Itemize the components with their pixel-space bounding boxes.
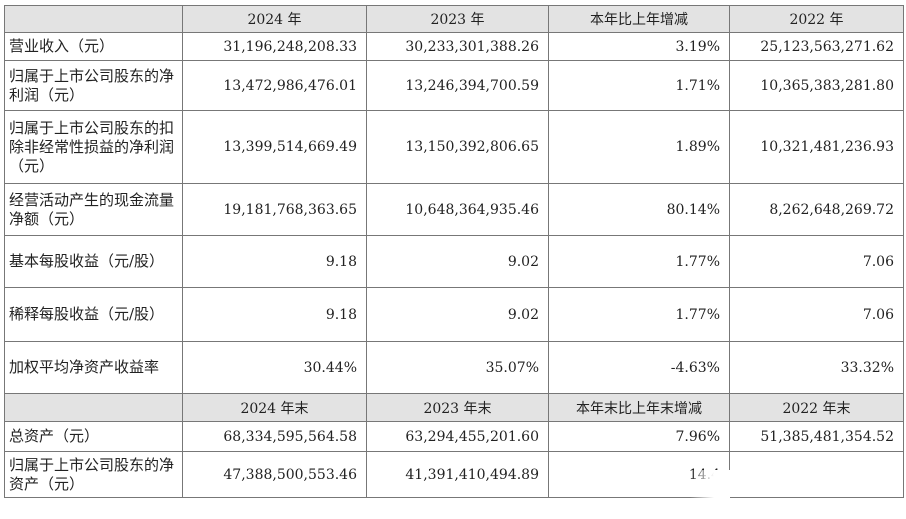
value-cell: 13,399,514,669.49 [182,110,367,184]
value-cell: 3.19% [548,32,730,61]
table-row: 总资产（元） 68,334,595,564.58 63,294,455,201.… [4,421,904,452]
header-col-2023: 2023 年 [366,5,549,33]
value-cell: 47,388,500,553.46 [182,451,367,498]
value-cell: 63,294,455,201.60 [366,421,549,452]
value-cell: 10,321,481,236.93 [729,110,904,184]
value-cell: 9.18 [182,287,367,342]
value-cell: 51,385,481,354.52 [729,421,904,452]
value-cell: 68,334,595,564.58 [182,421,367,452]
table-row: 经营活动产生的现金流量净额（元） 19,181,768,363.65 10,64… [4,183,904,236]
row-label: 基本每股收益（元/股） [4,235,183,288]
table-row: 加权平均净资产收益率 30.44% 35.07% -4.63% 33.32% [4,341,904,394]
header-corner-cell [4,393,183,422]
fade-overlay [690,470,730,514]
value-cell: 13,472,986,476.01 [182,60,367,111]
value-cell: 1.71% [548,60,730,111]
value-cell: 1.89% [548,110,730,184]
row-label: 稀释每股收益（元/股） [4,287,183,342]
value-cell: 10,648,364,935.46 [366,183,549,236]
header-col-2022: 2022 年 [729,5,904,33]
header-corner-cell [4,5,183,33]
row-label: 归属于上市公司股东的扣除非经常性损益的净利润（元） [4,110,183,184]
table-row: 归属于上市公司股东的净资产（元） 47,388,500,553.46 41,39… [4,451,904,498]
header-col-2024-end: 2024 年末 [182,393,367,422]
row-label: 营业收入（元） [4,32,183,61]
financial-summary-table: 2024 年 2023 年 本年比上年增减 2022 年 营业收入（元） 31,… [4,5,904,498]
value-cell: 1.77% [548,287,730,342]
row-label: 经营活动产生的现金流量净额（元） [4,183,183,236]
value-cell: 7.06 [729,287,904,342]
value-cell: 41,391,410,494.89 [366,451,549,498]
value-cell: 8,262,648,269.72 [729,183,904,236]
header-col-2023-end: 2023 年末 [366,393,549,422]
value-cell: -4.63% [548,341,730,394]
row-label: 加权平均净资产收益率 [4,341,183,394]
value-cell: 10,365,383,281.80 [729,60,904,111]
value-cell: 25,123,563,271.62 [729,32,904,61]
value-cell: 31,196,248,208.33 [182,32,367,61]
table-row: 归属于上市公司股东的扣除非经常性损益的净利润（元） 13,399,514,669… [4,110,904,184]
header-col-2024: 2024 年 [182,5,367,33]
header-row-annual: 2024 年 2023 年 本年比上年增减 2022 年 [4,5,904,33]
header-row-year-end: 2024 年末 2023 年末 本年末比上年末增减 2022 年末 [4,393,904,422]
row-label: 归属于上市公司股东的净利润（元） [4,60,183,111]
value-cell: 13,150,392,806.65 [366,110,549,184]
row-label: 归属于上市公司股东的净资产（元） [4,451,183,498]
value-cell: 9.18 [182,235,367,288]
value-cell: 9.02 [366,287,549,342]
value-cell: 19,181,768,363.65 [182,183,367,236]
value-cell: 35.07% [366,341,549,394]
value-cell [729,451,904,498]
header-col-change: 本年比上年增减 [548,5,730,33]
table-row: 稀释每股收益（元/股） 9.18 9.02 1.77% 7.06 [4,287,904,342]
header-col-change-end: 本年末比上年末增减 [548,393,730,422]
value-cell: 30.44% [182,341,367,394]
value-cell: 1.77% [548,235,730,288]
value-cell: 13,246,394,700.59 [366,60,549,111]
table-row: 基本每股收益（元/股） 9.18 9.02 1.77% 7.06 [4,235,904,288]
value-cell: 7.06 [729,235,904,288]
table-row: 归属于上市公司股东的净利润（元） 13,472,986,476.01 13,24… [4,60,904,111]
value-cell: 7.96% [548,421,730,452]
header-col-2022-end: 2022 年末 [729,393,904,422]
value-cell: 30,233,301,388.26 [366,32,549,61]
value-cell: 9.02 [366,235,549,288]
row-label: 总资产（元） [4,421,183,452]
value-cell: 33.32% [729,341,904,394]
value-cell: 80.14% [548,183,730,236]
table-row: 营业收入（元） 31,196,248,208.33 30,233,301,388… [4,32,904,61]
